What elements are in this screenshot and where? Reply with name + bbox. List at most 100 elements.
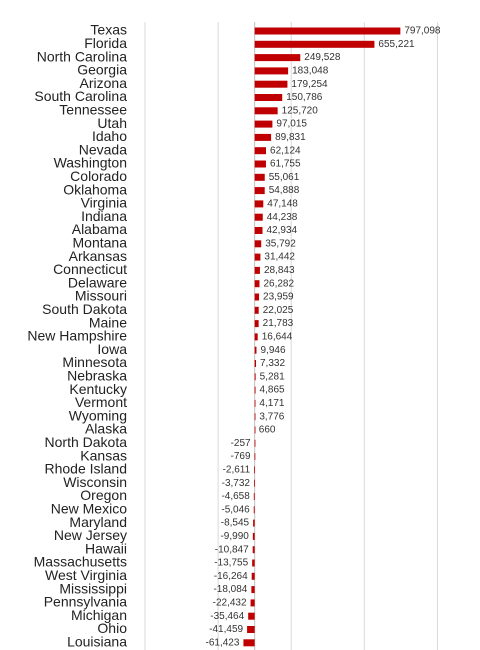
value-label: -4,658 xyxy=(221,491,250,502)
category-label: Rhode Island xyxy=(44,461,127,477)
category-label: Georgia xyxy=(77,62,127,78)
category-label: North Carolina xyxy=(37,48,127,64)
value-label: 97,015 xyxy=(276,119,307,130)
category-label: Michigan xyxy=(71,607,127,623)
category-label: New Jersey xyxy=(54,527,127,543)
value-label: 22,025 xyxy=(263,305,294,316)
category-label: Maryland xyxy=(69,514,127,530)
bar xyxy=(254,213,263,221)
value-label: 150,786 xyxy=(286,92,323,103)
bar xyxy=(254,173,265,181)
value-label: 655,221 xyxy=(378,39,415,50)
bar xyxy=(254,200,264,208)
value-label: 26,282 xyxy=(263,278,294,289)
category-label: Oklahoma xyxy=(63,181,127,197)
category-label: Florida xyxy=(84,35,127,51)
value-label: 179,254 xyxy=(291,79,328,90)
category-label: Ohio xyxy=(97,620,127,636)
value-label: 183,048 xyxy=(292,66,329,77)
bar xyxy=(251,586,255,594)
bar xyxy=(254,360,257,367)
bar xyxy=(254,280,260,288)
value-label: 21,783 xyxy=(263,318,294,329)
value-label: 62,124 xyxy=(270,145,301,156)
category-label: Missouri xyxy=(75,288,127,304)
category-label: North Dakota xyxy=(45,434,128,450)
value-label: 4,865 xyxy=(260,385,285,396)
category-label: Massachusetts xyxy=(34,554,127,570)
value-label: 9,946 xyxy=(260,345,285,356)
value-label: 5,281 xyxy=(260,371,285,382)
bar xyxy=(254,27,401,35)
category-label: Alabama xyxy=(72,221,127,237)
value-label: 55,061 xyxy=(269,172,300,183)
category-label: Kansas xyxy=(80,447,127,463)
value-label: 3,776 xyxy=(259,411,284,422)
value-label: -3,732 xyxy=(222,478,251,489)
value-label: -18,084 xyxy=(213,584,247,595)
category-label: Vermont xyxy=(75,394,127,410)
value-label: 28,843 xyxy=(264,265,295,276)
category-label: Minnesota xyxy=(62,354,127,370)
category-label: Mississippi xyxy=(59,580,127,596)
bar xyxy=(254,40,375,48)
value-label: -35,464 xyxy=(210,611,244,622)
value-label: -5,046 xyxy=(221,504,250,515)
category-label: New Mexico xyxy=(51,501,127,517)
value-label: -9,990 xyxy=(220,531,249,542)
value-label: -257 xyxy=(231,438,251,449)
category-label: Tennessee xyxy=(59,102,127,118)
category-label: New Hampshire xyxy=(27,328,127,344)
value-label: 42,934 xyxy=(267,225,298,236)
value-label: -16,264 xyxy=(214,571,248,582)
bar xyxy=(254,253,261,261)
category-label: Idaho xyxy=(92,128,127,144)
bar xyxy=(243,639,255,647)
bar xyxy=(254,133,272,141)
category-label: Montana xyxy=(73,235,128,251)
category-label: Arkansas xyxy=(69,248,127,264)
value-label: -61,423 xyxy=(206,637,240,648)
bar xyxy=(254,227,263,234)
bar xyxy=(254,147,267,155)
bar xyxy=(247,626,255,633)
value-label: -41,459 xyxy=(209,624,243,635)
bar xyxy=(254,107,278,115)
bar xyxy=(248,612,255,620)
bar xyxy=(253,479,255,487)
value-label: 54,888 xyxy=(269,185,300,196)
value-label: 125,720 xyxy=(282,105,319,116)
category-label: Wisconsin xyxy=(63,474,127,490)
bar xyxy=(253,519,255,527)
value-label: -10,847 xyxy=(215,544,249,555)
category-label: Alaska xyxy=(85,421,127,437)
value-label: 660 xyxy=(259,425,276,436)
category-label: Indiana xyxy=(81,208,127,224)
category-label: Pennsylvania xyxy=(44,594,127,610)
bar xyxy=(254,120,273,128)
value-label: 16,644 xyxy=(262,332,293,343)
value-label: 47,148 xyxy=(267,199,298,210)
bar xyxy=(254,80,288,88)
bar xyxy=(254,306,259,314)
category-label: Hawaii xyxy=(85,540,127,556)
category-label: Connecticut xyxy=(53,261,127,277)
bar xyxy=(254,160,266,168)
bar xyxy=(254,426,256,434)
category-label: Nevada xyxy=(79,141,127,157)
category-label: Wyoming xyxy=(69,407,127,423)
value-label: 249,528 xyxy=(304,52,341,63)
value-label: -22,432 xyxy=(213,598,247,609)
bar xyxy=(254,54,301,62)
bar xyxy=(254,333,258,341)
category-label: Texas xyxy=(90,22,127,38)
bar xyxy=(254,187,265,195)
bar xyxy=(254,67,289,75)
bar xyxy=(254,373,256,381)
bar xyxy=(254,453,256,461)
bar xyxy=(252,559,255,567)
category-label: Arizona xyxy=(80,75,128,91)
value-label: -8,545 xyxy=(221,518,250,529)
